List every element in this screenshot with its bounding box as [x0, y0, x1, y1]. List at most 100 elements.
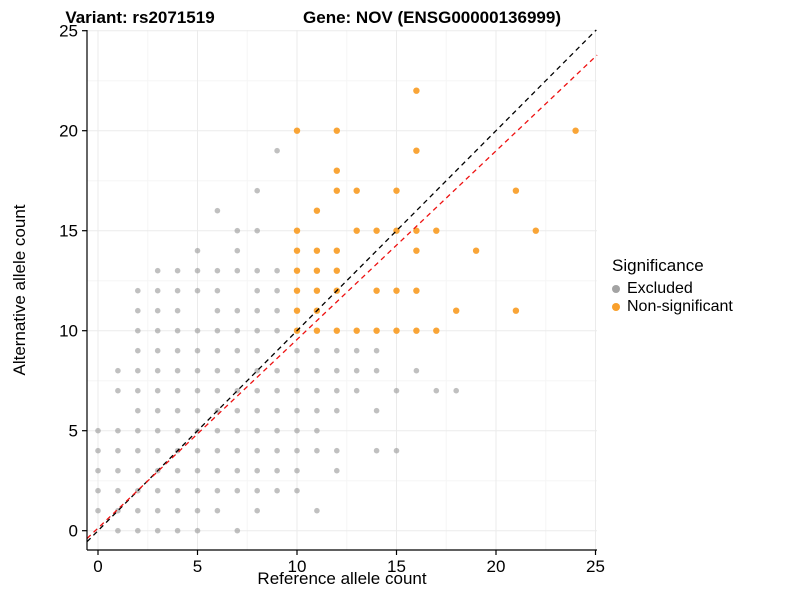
data-point-excluded	[314, 407, 320, 414]
data-point-excluded	[135, 327, 141, 334]
data-point-excluded	[294, 367, 300, 374]
data-point-excluded	[95, 447, 101, 454]
data-point-excluded	[115, 487, 121, 494]
data-point-excluded	[154, 427, 161, 434]
legend-item-excluded: Excluded	[612, 280, 733, 298]
data-point-excluded	[214, 387, 221, 394]
data-point-non-significant	[333, 267, 340, 274]
data-point-non-significant	[293, 267, 301, 274]
data-point-non-significant	[333, 127, 340, 134]
data-point-excluded	[373, 447, 380, 454]
data-point-excluded	[294, 347, 300, 354]
data-point-excluded	[393, 447, 400, 454]
y-tick-label: 20	[59, 122, 78, 141]
y-tick-label: 25	[59, 22, 78, 41]
data-point-excluded	[174, 407, 181, 414]
data-point-excluded	[254, 187, 260, 194]
data-point-excluded	[373, 407, 380, 414]
data-point-excluded	[95, 427, 101, 434]
data-point-excluded	[294, 427, 300, 434]
data-point-excluded	[194, 507, 201, 514]
data-point-non-significant	[413, 287, 420, 294]
data-point-excluded	[353, 347, 360, 354]
data-point-non-significant	[373, 327, 380, 334]
data-point-excluded	[254, 507, 260, 514]
data-point-excluded	[115, 527, 121, 534]
data-point-excluded	[254, 267, 260, 274]
data-point-non-significant	[333, 187, 340, 194]
data-point-excluded	[214, 467, 221, 474]
data-point-excluded	[254, 347, 260, 354]
data-point-excluded	[154, 527, 161, 534]
data-point-excluded	[135, 367, 141, 374]
data-point-excluded	[154, 387, 161, 394]
data-point-excluded	[115, 467, 121, 474]
data-point-excluded	[194, 447, 201, 454]
data-point-excluded	[274, 327, 280, 334]
data-point-excluded	[234, 407, 241, 414]
data-point-excluded	[274, 487, 280, 494]
y-axis-label: Alternative allele count	[10, 204, 29, 376]
data-point-excluded	[314, 367, 320, 374]
data-point-excluded	[234, 527, 241, 534]
data-point-excluded	[154, 327, 161, 334]
data-point-excluded	[214, 367, 221, 374]
data-point-excluded	[174, 327, 181, 334]
data-point-non-significant	[512, 187, 520, 194]
data-point-excluded	[174, 347, 181, 354]
data-point-excluded	[154, 507, 161, 514]
data-point-excluded	[274, 447, 280, 454]
data-point-excluded	[174, 507, 181, 514]
data-point-excluded	[254, 287, 260, 294]
data-point-non-significant	[472, 247, 480, 254]
data-point-excluded	[194, 407, 201, 414]
data-point-non-significant	[532, 227, 539, 234]
data-point-excluded	[214, 207, 221, 214]
data-point-excluded	[234, 267, 241, 274]
data-point-excluded	[254, 467, 260, 474]
data-point-excluded	[174, 427, 181, 434]
data-point-excluded	[254, 327, 260, 334]
data-point-excluded	[135, 347, 141, 354]
data-point-excluded	[254, 427, 260, 434]
data-point-excluded	[214, 347, 221, 354]
data-point-excluded	[254, 407, 260, 414]
legend: Significance Excluded Non-significant	[612, 256, 733, 316]
data-point-excluded	[135, 527, 141, 534]
data-point-non-significant	[373, 227, 380, 234]
x-axis-label: Reference allele count	[257, 569, 427, 588]
data-point-excluded	[214, 307, 221, 314]
x-tick-label: 20	[487, 557, 506, 576]
data-point-non-significant	[353, 227, 360, 234]
data-point-excluded	[115, 427, 121, 434]
data-point-excluded	[274, 307, 280, 314]
data-point-excluded	[274, 287, 280, 294]
y-tick-label: 10	[59, 322, 78, 341]
data-point-excluded	[214, 427, 221, 434]
data-point-excluded	[314, 507, 320, 514]
data-point-excluded	[135, 467, 141, 474]
data-point-excluded	[135, 387, 141, 394]
data-point-excluded	[214, 287, 221, 294]
panel-background	[87, 30, 597, 550]
data-point-excluded	[174, 527, 181, 534]
data-point-excluded	[274, 467, 280, 474]
data-point-non-significant	[413, 147, 420, 154]
data-point-excluded	[234, 367, 241, 374]
data-point-excluded	[135, 407, 141, 414]
gene-title: Gene: NOV (ENSG00000136999)	[303, 8, 561, 27]
data-point-excluded	[234, 427, 241, 434]
data-point-excluded	[234, 347, 241, 354]
data-point-excluded	[234, 467, 241, 474]
legend-title: Significance	[612, 256, 704, 275]
data-point-excluded	[254, 387, 260, 394]
data-point-excluded	[334, 367, 340, 374]
data-point-excluded	[174, 387, 181, 394]
x-tick-label: 5	[193, 557, 202, 576]
data-point-non-significant	[313, 267, 321, 274]
data-point-excluded	[274, 427, 280, 434]
data-point-non-significant	[353, 187, 360, 194]
excluded-point-swatch	[612, 285, 620, 293]
